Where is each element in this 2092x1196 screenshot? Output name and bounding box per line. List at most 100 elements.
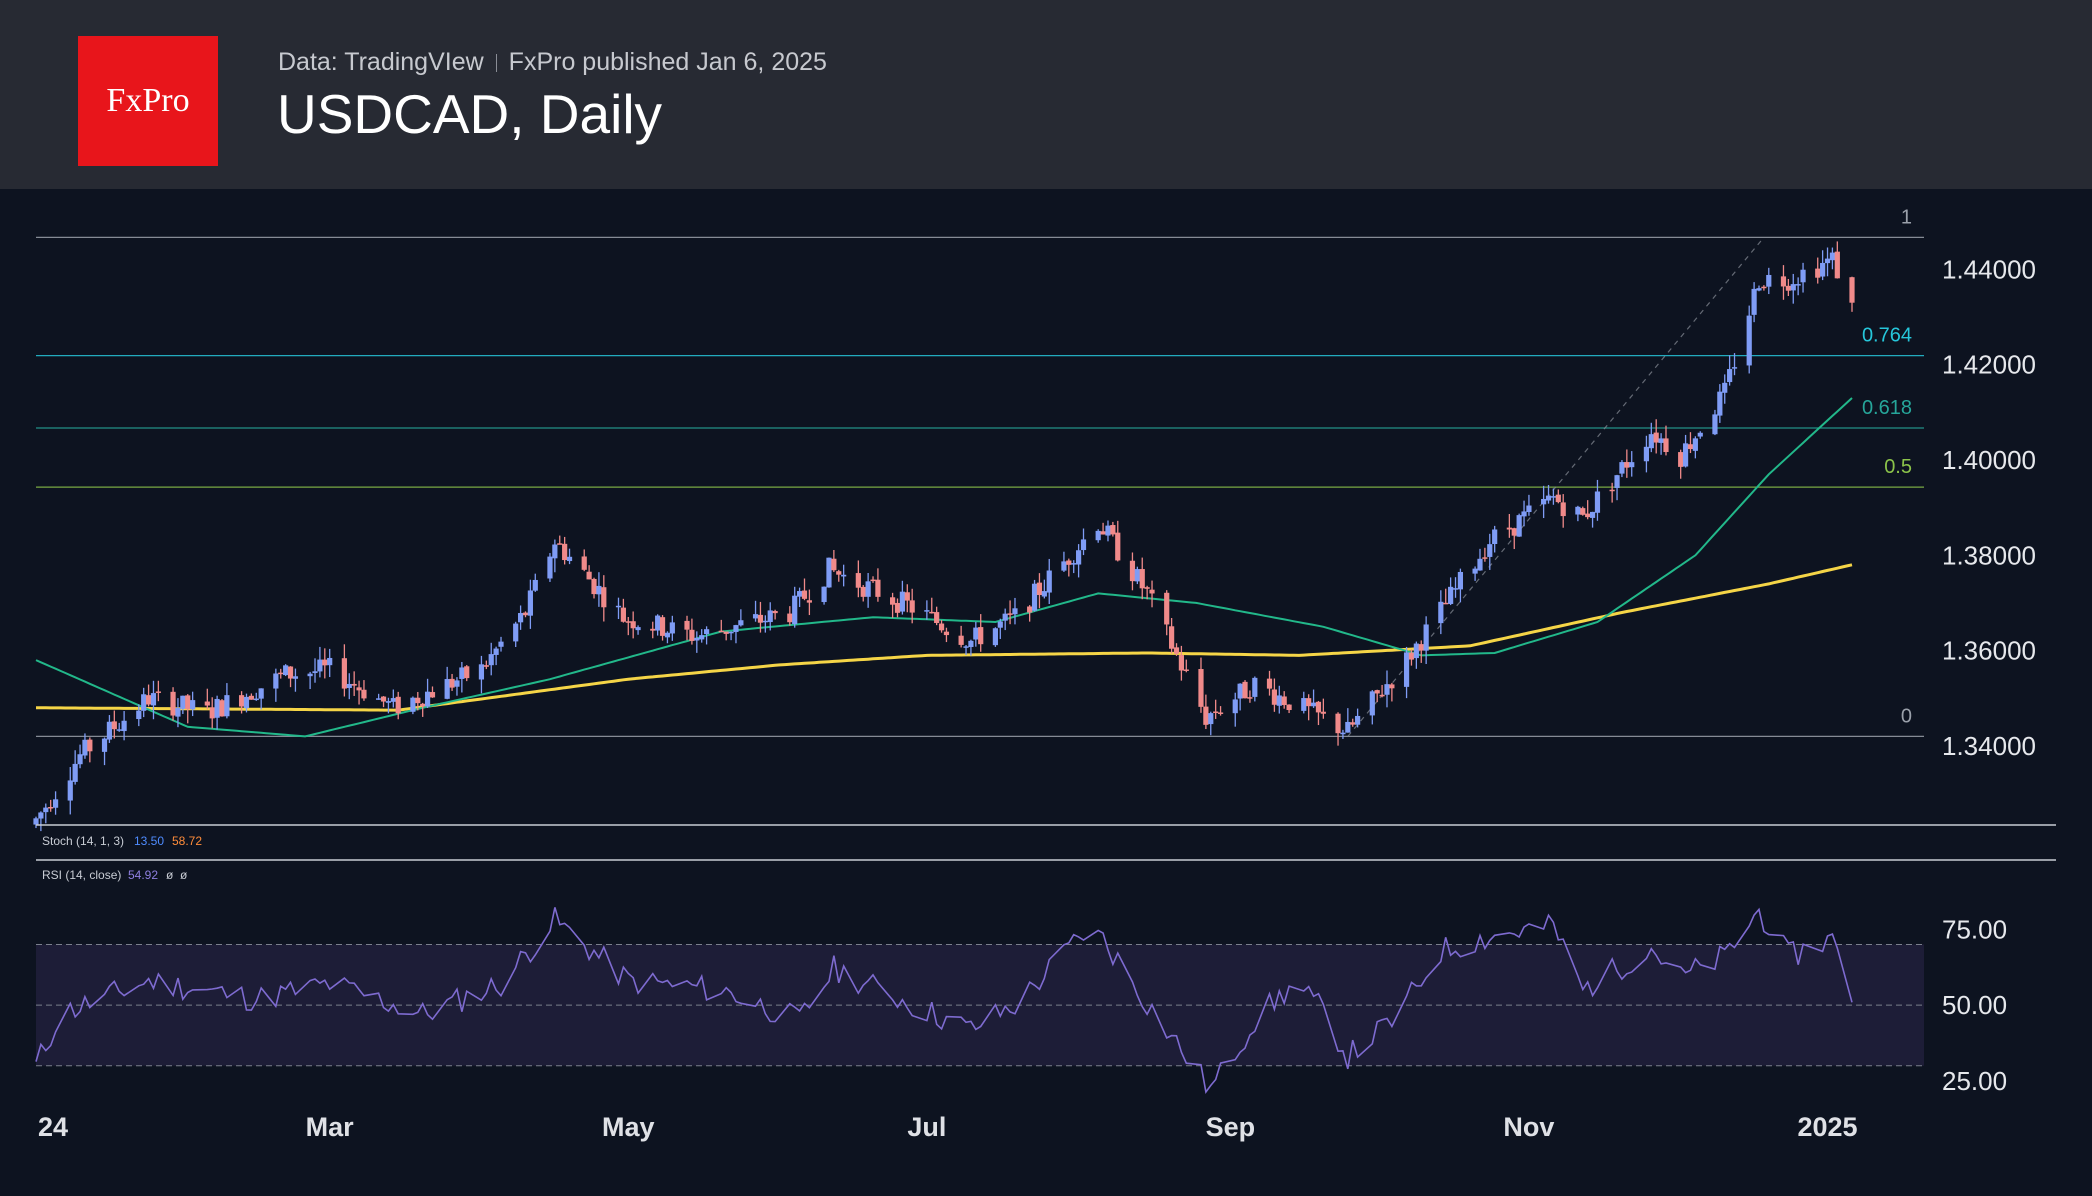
candle-body bbox=[684, 620, 690, 630]
candle-body bbox=[875, 579, 881, 597]
candle-body bbox=[1183, 669, 1189, 671]
candle-body bbox=[1746, 315, 1752, 366]
candle-body bbox=[1516, 515, 1522, 537]
fib-label-1: 1 bbox=[1901, 206, 1912, 228]
candle-body bbox=[101, 738, 108, 752]
candle-body bbox=[1408, 652, 1415, 660]
candle-body bbox=[1682, 443, 1689, 467]
candle-body bbox=[150, 693, 157, 706]
candle-body bbox=[635, 627, 641, 631]
fibonacci-levels: 1 0.764 0.618 0.5 0 bbox=[36, 206, 1924, 737]
rsi-pane: 75.00 50.00 25.00 bbox=[35, 907, 2007, 1096]
time-tick-label: 24 bbox=[38, 1112, 68, 1142]
candle-body bbox=[821, 586, 827, 603]
indicator-panes: Stoch (14, 1, 3) 13.50 58.72 RSI (14, cl… bbox=[36, 824, 2056, 882]
candle-body bbox=[415, 697, 421, 704]
candle-body bbox=[1217, 712, 1224, 714]
rsi-tick-label: 75.00 bbox=[1942, 914, 2007, 944]
candle-body bbox=[1575, 506, 1581, 515]
candle-body bbox=[1472, 568, 1478, 574]
candle-body bbox=[185, 695, 191, 710]
candle-body bbox=[82, 739, 88, 756]
rsi-na-1: ø bbox=[166, 868, 174, 882]
candle-body bbox=[1315, 701, 1322, 713]
stoch-d-value: 58.72 bbox=[172, 834, 202, 848]
candle-body bbox=[762, 620, 768, 623]
candle-body bbox=[924, 610, 930, 612]
candle-body bbox=[655, 615, 661, 631]
rsi-line bbox=[35, 907, 1853, 1094]
candle-body bbox=[772, 611, 778, 614]
subtitle: Data: TradingVIew FxPro published Jan 6, … bbox=[278, 48, 827, 77]
candle-body bbox=[43, 807, 49, 813]
candle-body bbox=[145, 695, 152, 705]
candle-body bbox=[1139, 569, 1145, 589]
time-tick-label: Jul bbox=[907, 1112, 946, 1142]
candle-body bbox=[77, 754, 83, 765]
candle-body bbox=[904, 592, 910, 601]
candle-body bbox=[1208, 713, 1214, 725]
candle-body bbox=[1002, 613, 1008, 621]
candle-body bbox=[1580, 508, 1586, 515]
candle-body bbox=[111, 721, 117, 730]
candle-body bbox=[1761, 286, 1767, 289]
rsi-value: 54.92 bbox=[128, 868, 158, 882]
candle-body bbox=[464, 666, 470, 679]
candle-body bbox=[1438, 601, 1444, 624]
candle-body bbox=[1301, 698, 1307, 711]
candle-body bbox=[860, 586, 866, 597]
time-axis: 24 Mar May Jul Sep Nov 2025 bbox=[38, 1112, 1858, 1142]
candle-body bbox=[1423, 624, 1429, 651]
candle-body bbox=[1105, 525, 1111, 536]
candle-body bbox=[1335, 713, 1341, 734]
candle-body bbox=[449, 678, 455, 688]
ma50-line bbox=[35, 397, 1853, 738]
candle-body bbox=[1203, 706, 1209, 725]
candle-body bbox=[703, 629, 710, 635]
candle-body bbox=[1477, 558, 1483, 571]
candle-body bbox=[351, 683, 357, 686]
candle-body bbox=[938, 623, 945, 631]
candle-body bbox=[121, 720, 127, 732]
candle-body bbox=[1384, 684, 1390, 695]
candle-body bbox=[483, 665, 489, 667]
candle-body bbox=[586, 571, 592, 580]
candle-body bbox=[116, 729, 122, 731]
candle-body bbox=[424, 691, 431, 707]
candle-body bbox=[1355, 715, 1361, 725]
candle-body bbox=[870, 579, 876, 582]
candle-body bbox=[1403, 652, 1410, 687]
candle-body bbox=[1306, 698, 1312, 707]
candle-body bbox=[1389, 684, 1395, 689]
candle-body bbox=[890, 597, 896, 605]
candle-body bbox=[1198, 669, 1204, 707]
fib-label-0-764: 0.764 bbox=[1862, 325, 1912, 347]
candle-body bbox=[1286, 704, 1292, 711]
candle-body bbox=[958, 635, 964, 645]
candle-body bbox=[283, 665, 289, 676]
candle-body bbox=[1829, 252, 1836, 261]
candle-body bbox=[1624, 462, 1630, 468]
candle-body bbox=[836, 571, 842, 575]
candle-body bbox=[1487, 544, 1493, 557]
ma50-path bbox=[35, 397, 1853, 738]
candle-body bbox=[1643, 446, 1650, 462]
candle-body bbox=[106, 721, 113, 740]
candle-body bbox=[1824, 258, 1831, 264]
candle-body bbox=[141, 694, 147, 711]
price-tick-label: 1.36000 bbox=[1942, 636, 2036, 666]
candle-body bbox=[346, 683, 352, 688]
candle-body bbox=[390, 698, 396, 702]
candle-body bbox=[1820, 262, 1826, 277]
candle-body bbox=[1619, 462, 1625, 474]
candle-body bbox=[478, 664, 485, 680]
candle-body bbox=[1046, 570, 1052, 593]
candle-body bbox=[899, 591, 905, 612]
candle-body bbox=[841, 574, 847, 577]
candle-body bbox=[1849, 277, 1855, 303]
candle-body bbox=[395, 696, 401, 714]
candle-body bbox=[273, 673, 279, 689]
candle-body bbox=[190, 700, 196, 710]
candle-body bbox=[978, 627, 984, 645]
candle-body bbox=[33, 818, 39, 825]
